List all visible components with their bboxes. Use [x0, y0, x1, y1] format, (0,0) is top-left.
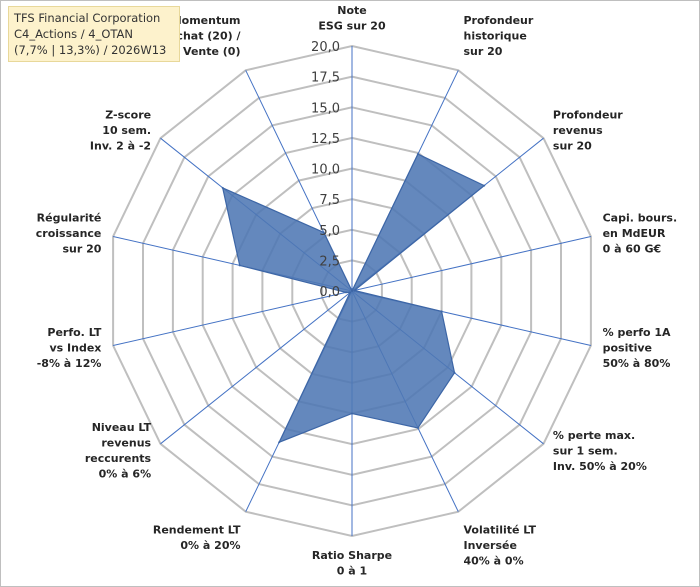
axis-label: % perfo 1A positive 50% à 80% — [603, 326, 671, 370]
axis-label-line: 0 à 60 G€ — [603, 243, 662, 256]
axis-label-line: Capi. bours. — [603, 212, 678, 225]
data-point — [416, 426, 419, 429]
axis-label-line: sur 1 sem. — [553, 445, 618, 458]
axis-spoke — [160, 290, 353, 445]
axis-label-line: 0 à 1 — [337, 565, 367, 578]
axis-label-line: Ratio Sharpe — [312, 549, 392, 562]
axis-label: Note ESG sur 20 — [318, 4, 386, 33]
axis-label: Perfo. LT vs Index -8% à 12% — [37, 326, 102, 370]
axis-label-line: ESG sur 20 — [318, 20, 386, 33]
axis-label-line: 50% à 80% — [603, 357, 671, 370]
axis-label: % perte max. sur 1 sem. Inv. 50% à 20% — [553, 429, 647, 473]
axis-spoke — [112, 290, 353, 346]
data-point — [322, 231, 325, 234]
axis-label-line: sur 20 — [62, 243, 101, 256]
axis-label-line: Profondeur — [553, 109, 623, 122]
tick-label: 0,0 — [319, 285, 340, 300]
data-point — [351, 412, 353, 415]
axis-label-line: Volatilité LT — [464, 524, 537, 537]
axis-label-line: 0% à 20% — [180, 539, 240, 552]
axis-label-line: reccurents — [85, 452, 152, 465]
data-point — [483, 184, 486, 187]
axis-label: Régularité croissance sur 20 — [36, 212, 102, 256]
axis-label: Niveau LT revenus reccurents 0% à 6% — [85, 421, 152, 481]
axis-label-line: sur 20 — [553, 140, 592, 153]
tick-label: 5,0 — [319, 224, 340, 239]
data-point — [349, 291, 352, 294]
axis-label-line: % perte max. — [553, 429, 635, 442]
tick-label: 17,5 — [311, 71, 340, 86]
axis-label-line: positive — [603, 341, 652, 354]
axis-label-line: Z-score — [105, 109, 151, 122]
axis-label-line: 40% à 0% — [464, 555, 524, 568]
axis-label-line: Vente (0) — [183, 45, 240, 58]
axis-label: Profondeur historique sur 20 — [464, 14, 534, 58]
axis-label-line: Inv. 50% à 20% — [553, 460, 647, 473]
period-label: (7,7% | 13,3%) / 2026W13 — [14, 43, 167, 57]
axis-label-line: Profondeur — [464, 14, 534, 27]
axis-label-line: Perfo. LT — [47, 326, 101, 339]
data-point — [353, 289, 356, 292]
axis-label-line: Inv. 2 à -2 — [90, 140, 151, 153]
tick-label: 2,5 — [319, 254, 340, 269]
axis-label-line: sur 20 — [464, 45, 503, 58]
axis-label: Rendement LT 0% à 20% — [153, 524, 241, 553]
data-point — [221, 186, 224, 189]
tick-label: 15,0 — [311, 101, 340, 116]
data-point — [238, 264, 241, 267]
axis-label-line: Niveau LT — [92, 421, 152, 434]
axis-spoke — [351, 236, 592, 292]
axis-label-line: 0% à 6% — [99, 468, 151, 481]
data-point — [416, 153, 419, 156]
axis-label-line: Régularité — [37, 212, 102, 225]
tick-label: 20,0 — [311, 40, 340, 55]
axis-label-line: % perfo 1A — [603, 326, 671, 339]
axis-label-line: en MdEUR — [603, 227, 666, 240]
axis-label-line: historique — [464, 30, 527, 43]
axis-label-line: revenus — [101, 437, 151, 450]
axis-label-line: revenus — [553, 124, 603, 137]
axis-label-line: Achat (20) / — [168, 30, 242, 43]
data-point — [345, 291, 347, 294]
tick-label: 7,5 — [319, 193, 340, 208]
axis-label-line: -8% à 12% — [37, 357, 102, 370]
data-point — [278, 441, 281, 444]
axis-label-line: Note — [337, 4, 366, 17]
axis-label-line: vs Index — [49, 341, 101, 354]
data-point — [453, 371, 456, 374]
axis-label: Profondeur revenus sur 20 — [553, 109, 623, 153]
data-point — [440, 310, 443, 313]
axis-label-line: croissance — [36, 227, 102, 240]
tick-label: 10,0 — [311, 163, 340, 178]
axis-label-line: 10 sem. — [102, 124, 151, 137]
company-name: TFS Financial Corporation — [14, 11, 161, 25]
axis-label: Capi. bours. en MdEUR 0 à 60 G€ — [603, 212, 678, 256]
axis-label: Momentum Achat (20) / Vente (0) — [168, 14, 242, 58]
axis-label-line: Inversée — [464, 539, 517, 552]
axis-label: Z-score 10 sem. Inv. 2 à -2 — [90, 109, 151, 153]
data-point — [351, 290, 353, 292]
axis-label-line: Momentum — [171, 14, 241, 27]
tick-label: 12,5 — [311, 132, 340, 147]
axis-label-line: Rendement LT — [153, 524, 241, 537]
axis-label: Volatilité LT Inversée 40% à 0% — [464, 524, 537, 568]
axis-label: Ratio Sharpe 0 à 1 — [312, 549, 392, 578]
portfolio-label: C4_Actions / 4_OTAN — [14, 27, 134, 41]
info-box: TFS Financial Corporation C4_Actions / 4… — [8, 6, 180, 62]
